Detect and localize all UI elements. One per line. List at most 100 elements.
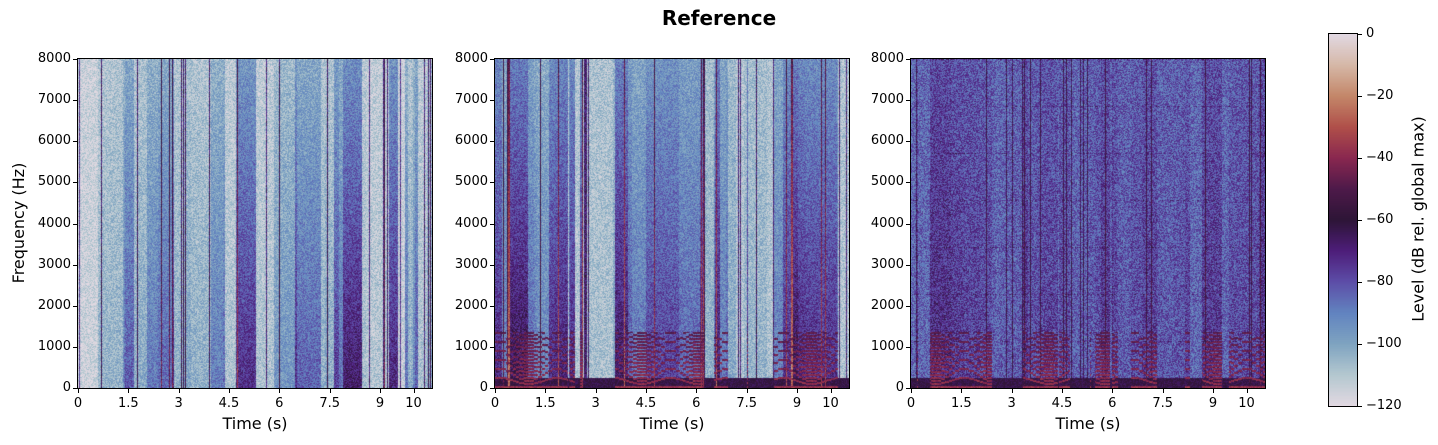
- y-tick-label: 5000: [870, 174, 904, 190]
- spectrogram-1: [77, 58, 433, 389]
- colorbar-tick-label: −60: [1366, 212, 1394, 227]
- x-tick-mark: [796, 389, 798, 393]
- x-tick-mark: [279, 389, 281, 393]
- y-tick-mark: [906, 305, 910, 307]
- figure-title: Reference: [661, 6, 777, 30]
- x-tick-label: 0: [490, 396, 500, 411]
- colorbar-tick-label: −100: [1366, 336, 1402, 351]
- x-axis-label: Time (s): [639, 414, 705, 433]
- colorbar-tick-mark: [1358, 406, 1362, 407]
- x-tick-label: 3: [591, 396, 600, 411]
- colorbar-tick-mark: [1358, 34, 1362, 35]
- x-tick-label: 4.5: [218, 396, 240, 411]
- x-tick-mark: [178, 389, 180, 393]
- x-tick-label: 6: [275, 396, 284, 411]
- y-tick-mark: [490, 182, 494, 184]
- x-tick-mark: [1061, 389, 1063, 393]
- x-tick-mark: [413, 389, 415, 393]
- x-axis-label: Time (s): [1055, 414, 1121, 433]
- colorbar-label: Level (dB rel. global max): [1408, 116, 1428, 322]
- x-tick-mark: [595, 389, 597, 393]
- y-tick-label: 0: [895, 380, 904, 395]
- colorbar-tick-mark: [1358, 282, 1362, 283]
- x-tick-mark: [329, 389, 331, 393]
- x-tick-label: 10: [405, 396, 422, 411]
- x-tick-label: 3: [1007, 396, 1016, 411]
- x-tick-label: 9: [792, 396, 802, 411]
- spectrogram-heatmap: [78, 59, 432, 388]
- y-tick-mark: [490, 223, 494, 225]
- x-tick-label: 7.5: [736, 396, 757, 411]
- x-tick-label: 1.5: [534, 396, 556, 411]
- y-tick-label: 5000: [37, 174, 71, 190]
- x-tick-mark: [78, 389, 79, 393]
- y-tick-mark: [906, 141, 910, 143]
- x-tick-label: 9: [1208, 396, 1218, 411]
- y-tick-label: 8000: [37, 51, 71, 66]
- x-tick-label: 4.5: [635, 396, 657, 411]
- y-tick-label: 5000: [454, 174, 488, 190]
- y-tick-mark: [73, 346, 77, 348]
- y-tick-mark: [73, 141, 77, 143]
- x-tick-mark: [128, 389, 130, 393]
- y-tick-label: 7000: [454, 92, 488, 108]
- y-tick-mark: [73, 388, 77, 389]
- x-tick-mark: [228, 389, 230, 393]
- x-tick-mark: [746, 389, 748, 393]
- x-tick-mark: [379, 389, 381, 393]
- x-tick-label: 9: [375, 396, 385, 411]
- colorbar-tick-mark: [1358, 158, 1362, 159]
- x-tick-mark: [1162, 389, 1164, 393]
- y-tick-label: 8000: [870, 51, 904, 66]
- y-tick-label: 3000: [37, 256, 71, 272]
- x-tick-label: 0: [73, 396, 83, 411]
- x-tick-label: 7.5: [1152, 396, 1173, 411]
- y-tick-label: 7000: [37, 92, 71, 108]
- colorbar-tick-mark: [1358, 220, 1362, 221]
- y-tick-mark: [490, 388, 494, 389]
- x-tick-mark: [645, 389, 647, 393]
- x-tick-label: 10: [1238, 396, 1255, 411]
- x-tick-label: 0: [906, 396, 916, 411]
- colorbar-tick-label: −40: [1366, 150, 1394, 165]
- spectrogram-3: [910, 58, 1266, 389]
- colorbar-tick-label: 0: [1366, 26, 1375, 41]
- y-tick-mark: [906, 59, 910, 60]
- y-tick-mark: [906, 388, 910, 389]
- y-tick-mark: [906, 182, 910, 184]
- x-tick-mark: [696, 389, 698, 393]
- x-tick-label: 6: [1108, 396, 1117, 411]
- x-tick-mark: [545, 389, 547, 393]
- x-tick-label: 10: [822, 396, 839, 411]
- y-tick-label: 1000: [37, 338, 71, 354]
- y-tick-mark: [490, 346, 494, 348]
- y-tick-label: 1000: [870, 338, 904, 354]
- y-axis-label: Frequency (Hz): [8, 162, 28, 284]
- y-tick-label: 3000: [870, 256, 904, 272]
- y-tick-label: 8000: [454, 51, 488, 66]
- x-tick-mark: [1212, 389, 1214, 393]
- y-tick-label: 6000: [37, 133, 71, 149]
- y-tick-mark: [490, 264, 494, 266]
- colorbar: [1328, 33, 1358, 407]
- y-tick-mark: [906, 100, 910, 102]
- x-tick-mark: [1112, 389, 1114, 393]
- colorbar-tick-label: −20: [1366, 88, 1394, 103]
- y-tick-mark: [73, 182, 77, 184]
- x-tick-mark: [961, 389, 963, 393]
- x-tick-mark: [495, 389, 496, 393]
- y-tick-mark: [490, 100, 494, 102]
- y-tick-mark: [73, 223, 77, 225]
- x-tick-mark: [1011, 389, 1013, 393]
- y-tick-label: 4000: [870, 215, 904, 231]
- spectrogram-heatmap: [495, 59, 849, 388]
- y-tick-label: 1000: [454, 338, 488, 354]
- y-tick-label: 6000: [870, 133, 904, 149]
- x-tick-label: 6: [692, 396, 701, 411]
- y-tick-mark: [906, 223, 910, 225]
- colorbar-tick-mark: [1358, 96, 1362, 97]
- y-tick-label: 2000: [37, 297, 71, 313]
- y-tick-mark: [73, 264, 77, 266]
- y-tick-label: 0: [479, 380, 488, 395]
